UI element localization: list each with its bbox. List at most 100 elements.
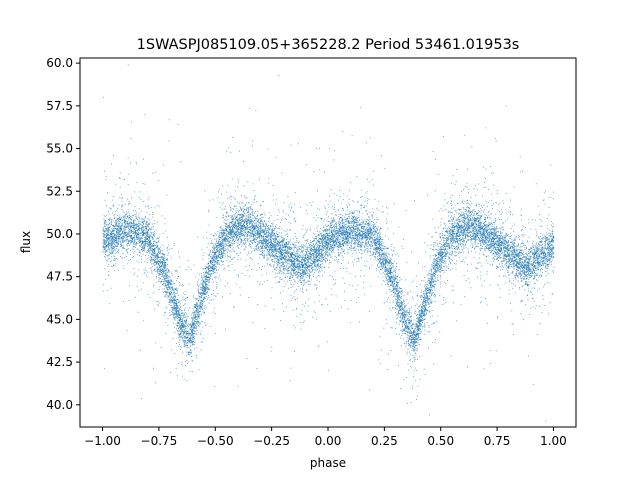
data-point xyxy=(202,337,204,339)
data-point xyxy=(294,255,296,257)
chart-title: 1SWASPJ085109.05+365228.2 Period 53461.0… xyxy=(137,37,520,53)
data-point xyxy=(334,256,336,257)
data-point xyxy=(443,296,445,298)
data-point xyxy=(104,268,106,270)
data-point xyxy=(394,286,396,288)
data-point xyxy=(369,229,371,231)
data-point xyxy=(314,259,316,261)
data-point xyxy=(259,242,261,244)
data-point xyxy=(121,197,122,199)
data-point xyxy=(246,231,248,233)
data-point xyxy=(426,288,428,289)
data-point xyxy=(169,297,171,298)
data-point xyxy=(107,230,109,232)
data-point xyxy=(424,291,426,293)
data-point xyxy=(209,270,211,272)
data-point xyxy=(536,275,538,277)
data-point xyxy=(504,282,506,284)
data-point xyxy=(523,265,525,267)
data-point xyxy=(392,284,394,286)
data-point xyxy=(391,278,393,280)
data-point xyxy=(512,323,514,325)
data-point xyxy=(491,244,493,246)
data-point xyxy=(292,238,294,240)
data-point xyxy=(310,271,312,273)
data-point xyxy=(389,260,391,262)
data-point xyxy=(236,208,238,210)
data-point xyxy=(124,221,126,223)
data-point xyxy=(113,243,115,245)
data-point xyxy=(279,257,281,259)
data-point xyxy=(192,340,194,342)
data-point xyxy=(172,293,174,295)
data-point xyxy=(510,241,512,243)
data-point xyxy=(144,244,146,246)
data-point xyxy=(490,199,492,201)
data-point xyxy=(149,250,151,252)
data-point xyxy=(155,277,157,279)
data-point xyxy=(424,319,426,320)
data-point xyxy=(488,239,490,241)
data-point xyxy=(522,300,524,302)
data-point xyxy=(492,223,494,225)
data-point xyxy=(443,256,444,258)
data-point xyxy=(285,248,286,250)
data-point xyxy=(437,173,439,175)
data-point xyxy=(519,266,521,268)
data-point xyxy=(125,229,127,231)
data-point xyxy=(117,228,119,230)
data-point xyxy=(221,253,223,255)
data-point xyxy=(345,236,347,238)
data-point xyxy=(510,232,512,234)
data-point xyxy=(547,228,549,230)
data-point xyxy=(412,343,414,345)
data-point xyxy=(277,243,279,245)
data-point xyxy=(348,242,350,244)
data-point xyxy=(267,226,268,227)
data-point xyxy=(459,228,461,230)
data-point xyxy=(236,226,237,228)
data-point xyxy=(351,221,353,223)
data-point xyxy=(397,287,399,289)
data-point xyxy=(448,239,450,241)
data-point xyxy=(545,256,547,258)
data-point xyxy=(261,235,263,237)
data-point xyxy=(254,237,256,239)
data-point xyxy=(515,248,517,250)
data-point xyxy=(361,246,363,247)
data-point xyxy=(320,264,321,266)
data-point xyxy=(104,228,106,230)
data-point xyxy=(338,234,340,236)
data-point xyxy=(205,296,207,297)
data-point xyxy=(400,388,402,389)
data-point xyxy=(276,233,278,235)
data-point xyxy=(462,214,464,216)
data-point xyxy=(297,262,299,264)
data-point xyxy=(141,243,143,244)
data-point xyxy=(511,239,513,241)
data-point xyxy=(434,293,436,295)
data-point xyxy=(389,266,391,268)
data-point xyxy=(506,235,508,237)
data-point xyxy=(369,244,371,246)
data-point xyxy=(406,326,408,327)
data-point xyxy=(229,250,231,252)
data-point xyxy=(549,253,550,255)
data-point xyxy=(179,312,181,314)
data-point xyxy=(507,235,509,237)
data-point xyxy=(307,257,309,258)
data-point xyxy=(150,235,152,237)
data-point xyxy=(503,245,505,247)
data-point xyxy=(548,197,550,199)
data-point xyxy=(410,251,412,253)
data-point xyxy=(523,273,525,275)
data-point xyxy=(187,333,189,335)
data-point xyxy=(414,349,416,351)
data-point xyxy=(132,249,134,251)
data-point xyxy=(520,270,522,272)
data-point xyxy=(510,199,511,201)
data-point xyxy=(370,226,372,228)
data-point xyxy=(279,239,281,241)
data-point xyxy=(492,263,494,265)
data-point xyxy=(226,233,228,235)
